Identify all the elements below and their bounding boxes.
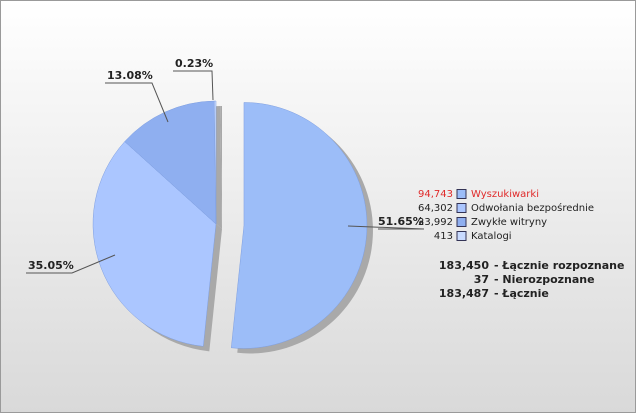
legend-swatch xyxy=(456,203,467,213)
total-label: - Łącznie xyxy=(494,287,549,300)
leader-line xyxy=(173,70,214,101)
leader-line xyxy=(347,225,425,230)
total-value: 37 xyxy=(474,273,489,286)
legend-label: Katalogi xyxy=(471,231,512,242)
total-value: 183,487 xyxy=(439,287,489,300)
pie-slice xyxy=(124,100,217,225)
legend-label: Zwykłe witryny xyxy=(471,217,547,228)
slice-label: 0.23% xyxy=(175,57,213,70)
leader-line xyxy=(26,254,116,274)
slice-label: 13.08% xyxy=(107,69,153,82)
pie xyxy=(92,100,368,349)
legend-count: 94,743 xyxy=(418,189,453,200)
slice-label: 35.05% xyxy=(28,259,74,272)
total-label: - Łącznie rozpoznane xyxy=(494,259,624,272)
slice-shadow xyxy=(220,106,222,229)
pie-slice xyxy=(92,141,217,347)
total-label: - Nierozpoznane xyxy=(494,273,595,286)
pie-slice xyxy=(230,102,368,349)
slice-label: 51.65% xyxy=(378,215,424,228)
pie-labels: 51.65% 35.05% 13.08% 0.23% xyxy=(26,57,425,274)
legend-label: Odwołania bezpośrednie xyxy=(471,202,594,214)
legend-count: 23,992 xyxy=(418,217,453,228)
pie-slice xyxy=(213,100,217,225)
legend-swatch xyxy=(456,189,467,199)
leader-line xyxy=(105,82,169,123)
legend-label: Wyszukiwarki xyxy=(471,189,539,200)
legend-count: 413 xyxy=(434,231,453,242)
totals: 183,450 - Łącznie rozpoznane 37 - Nierozpoz… xyxy=(439,259,625,300)
legend-swatch xyxy=(456,231,467,241)
legend-swatch xyxy=(456,217,467,227)
legend-count: 64,302 xyxy=(418,203,453,214)
legend: 94,743 Wyszukiwarki 64,302 Odwołania bezpoś… xyxy=(418,189,594,242)
total-value: 183,450 xyxy=(439,259,489,272)
